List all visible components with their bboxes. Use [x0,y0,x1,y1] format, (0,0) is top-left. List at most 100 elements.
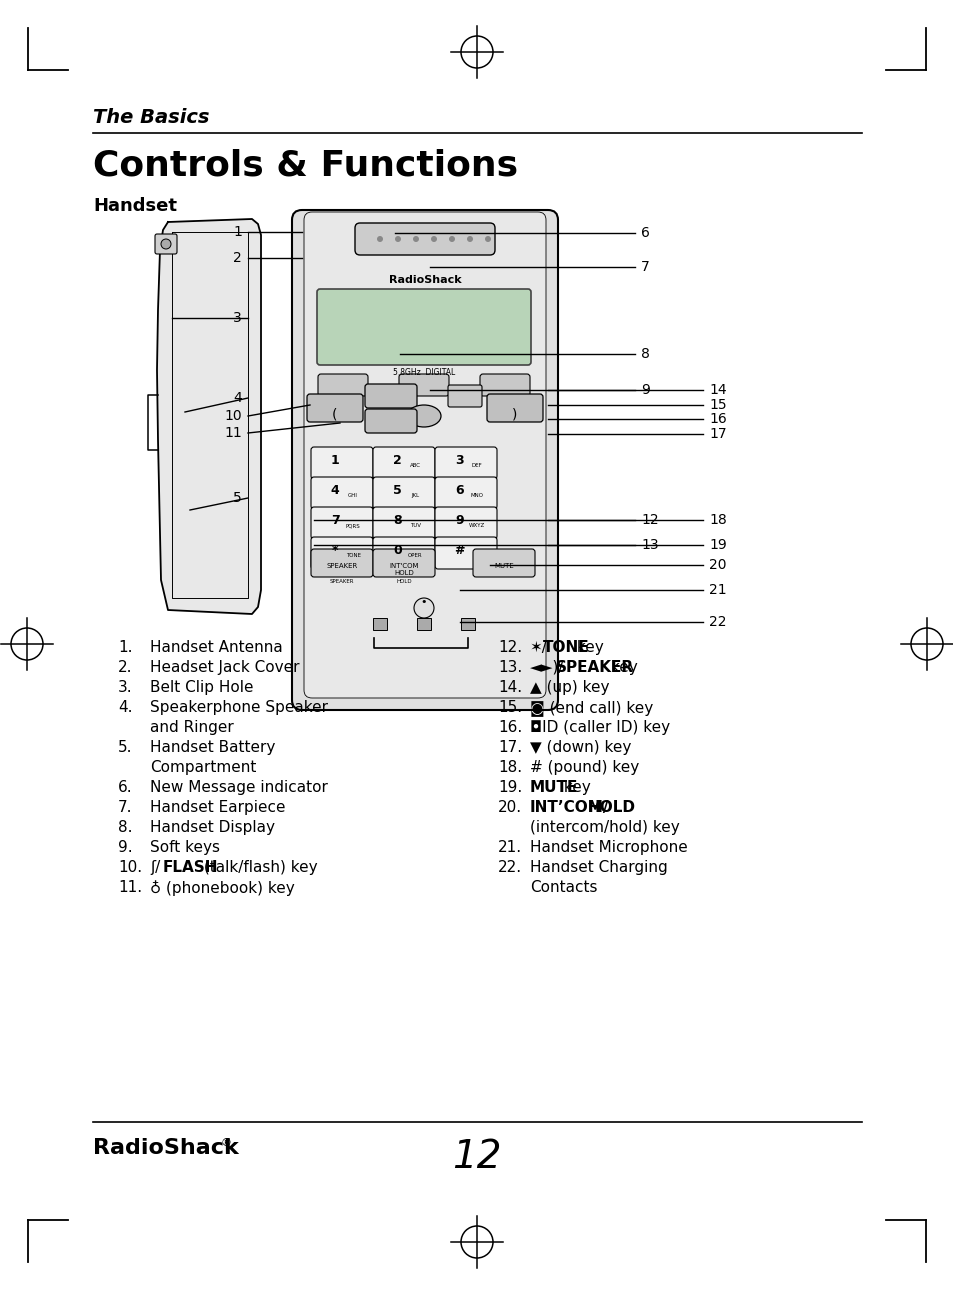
Text: Handset: Handset [92,197,177,215]
FancyBboxPatch shape [311,477,373,509]
Text: 2: 2 [393,454,401,467]
Text: 9.: 9. [118,840,132,855]
Text: ◙ (end call) key: ◙ (end call) key [530,700,653,715]
Text: ▲ (up) key: ▲ (up) key [530,681,609,695]
Text: 12.: 12. [497,641,521,655]
Text: 16: 16 [708,412,726,425]
Text: 21: 21 [708,583,726,597]
Text: 5: 5 [393,483,401,496]
Text: ♁ (phonebook) key: ♁ (phonebook) key [150,880,294,896]
Text: HOLD: HOLD [394,570,414,576]
FancyBboxPatch shape [373,477,435,509]
Text: 1.: 1. [118,641,132,655]
Text: ®: ® [221,1138,232,1148]
Text: 0: 0 [393,544,401,557]
Text: 3: 3 [455,454,463,467]
FancyBboxPatch shape [311,507,373,539]
Text: 20.: 20. [497,800,521,815]
Text: WXYZ: WXYZ [469,523,485,528]
Text: ◄►)/: ◄►)/ [530,660,564,675]
Text: ): ) [512,409,517,422]
Text: INT’COM/: INT’COM/ [530,800,609,815]
FancyBboxPatch shape [365,384,416,409]
Text: INT'COM: INT'COM [389,563,418,568]
Circle shape [413,236,418,242]
Text: 2: 2 [233,251,242,266]
Text: JKL: JKL [411,494,418,498]
Text: TUV: TUV [409,523,420,528]
Text: 3.: 3. [118,681,132,695]
Text: Headset Jack Cover: Headset Jack Cover [150,660,299,675]
FancyBboxPatch shape [373,538,435,568]
Text: key: key [571,641,603,655]
Text: 14.: 14. [497,681,521,695]
Text: 7.: 7. [118,800,132,815]
Text: (intercom/hold) key: (intercom/hold) key [530,820,679,835]
Text: and Ringer: and Ringer [150,721,233,735]
FancyBboxPatch shape [316,289,531,365]
FancyBboxPatch shape [479,374,530,396]
FancyBboxPatch shape [373,549,435,577]
Text: 4: 4 [331,483,339,496]
Text: 19.: 19. [497,780,521,795]
FancyBboxPatch shape [398,374,449,396]
Text: 4: 4 [233,391,242,405]
Text: 3: 3 [233,311,242,325]
Text: 10: 10 [224,409,242,423]
Text: OPER: OPER [408,553,422,558]
FancyBboxPatch shape [435,538,497,568]
Text: GHI: GHI [348,494,357,498]
Text: 22: 22 [708,615,726,629]
Circle shape [376,236,382,242]
Text: *: * [332,544,338,557]
Text: key: key [606,660,638,675]
FancyBboxPatch shape [311,538,373,568]
Text: #: # [454,544,464,557]
Text: SPEAKER: SPEAKER [330,579,354,584]
FancyBboxPatch shape [486,394,542,422]
Text: Handset Earpiece: Handset Earpiece [150,800,285,815]
Text: 15: 15 [708,398,726,412]
Text: 4.: 4. [118,700,132,715]
Text: 7: 7 [640,260,649,275]
Text: 16.: 16. [497,721,521,735]
Text: Handset Battery: Handset Battery [150,740,275,755]
Text: 21.: 21. [497,840,521,855]
Circle shape [431,236,436,242]
Text: 2.: 2. [118,660,132,675]
FancyBboxPatch shape [292,210,558,710]
FancyBboxPatch shape [304,211,545,699]
FancyBboxPatch shape [435,477,497,509]
Bar [373,617,387,630]
Text: ◘ID (caller ID) key: ◘ID (caller ID) key [530,721,669,735]
Circle shape [395,236,400,242]
Text: MUTE: MUTE [494,563,514,568]
Text: Controls & Functions: Controls & Functions [92,148,517,182]
Text: FLASH: FLASH [163,860,218,875]
FancyBboxPatch shape [311,447,373,480]
Circle shape [484,236,491,242]
Text: (: ( [332,409,337,422]
Text: 18.: 18. [497,761,521,775]
Text: RadioShack: RadioShack [388,275,461,285]
Text: 8: 8 [640,347,649,361]
Text: PQRS: PQRS [345,523,360,528]
Text: New Message indicator: New Message indicator [150,780,328,795]
Text: Compartment: Compartment [150,761,256,775]
Circle shape [161,238,171,249]
FancyBboxPatch shape [154,235,177,254]
Text: RadioShack: RadioShack [92,1138,238,1158]
Text: HOLD: HOLD [395,579,412,584]
Text: Handset Antenna: Handset Antenna [150,641,282,655]
Text: ✶/: ✶/ [530,641,547,655]
Text: MNO: MNO [470,494,483,498]
Text: (talk/flash) key: (talk/flash) key [199,860,317,875]
Text: # (pound) key: # (pound) key [530,761,639,775]
Text: 12: 12 [640,513,658,527]
FancyBboxPatch shape [311,549,373,577]
FancyBboxPatch shape [365,409,416,433]
Text: 8.: 8. [118,820,132,835]
Text: Belt Clip Hole: Belt Clip Hole [150,681,253,695]
Text: Contacts: Contacts [530,880,597,895]
Text: 18: 18 [708,513,726,527]
